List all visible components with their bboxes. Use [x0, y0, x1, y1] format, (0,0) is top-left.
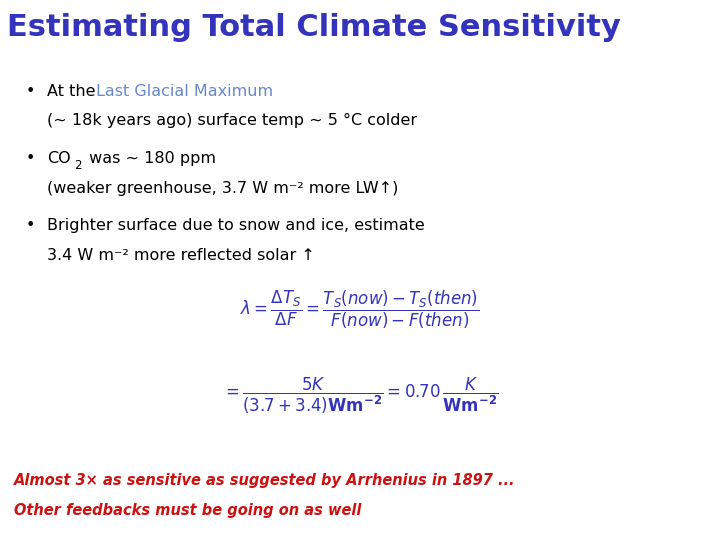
Text: (weaker greenhouse, 3.7 W m⁻² more LW↑): (weaker greenhouse, 3.7 W m⁻² more LW↑)	[47, 181, 398, 196]
Text: Other feedbacks must be going on as well: Other feedbacks must be going on as well	[14, 503, 361, 518]
Text: At the: At the	[47, 84, 100, 99]
Text: $= \dfrac{5K}{(3.7 + 3.4)\mathbf{Wm^{-2}}} = 0.70\,\dfrac{K}{\mathbf{Wm^{-2}}}$: $= \dfrac{5K}{(3.7 + 3.4)\mathbf{Wm^{-2}…	[222, 375, 498, 416]
Text: was ~ 180 ppm: was ~ 180 ppm	[84, 151, 216, 166]
Text: $\lambda = \dfrac{\Delta T_S}{\Delta F} = \dfrac{T_S(\mathit{now}) - T_S(\mathit: $\lambda = \dfrac{\Delta T_S}{\Delta F} …	[240, 289, 480, 331]
Text: •: •	[25, 218, 35, 233]
Text: CO: CO	[47, 151, 71, 166]
Text: (~ 18k years ago) surface temp ~ 5 °C colder: (~ 18k years ago) surface temp ~ 5 °C co…	[47, 113, 417, 129]
Text: •: •	[25, 84, 35, 99]
Text: Almost 3× as sensitive as suggested by Arrhenius in 1897 ...: Almost 3× as sensitive as suggested by A…	[14, 472, 516, 488]
Text: Estimating Total Climate Sensitivity: Estimating Total Climate Sensitivity	[7, 14, 621, 43]
Text: •: •	[25, 151, 35, 166]
Text: 2: 2	[74, 159, 81, 172]
Text: 3.4 W m⁻² more reflected solar ↑: 3.4 W m⁻² more reflected solar ↑	[47, 248, 315, 263]
Text: Brighter surface due to snow and ice, estimate: Brighter surface due to snow and ice, es…	[47, 218, 425, 233]
Text: Last Glacial Maximum: Last Glacial Maximum	[96, 84, 273, 99]
